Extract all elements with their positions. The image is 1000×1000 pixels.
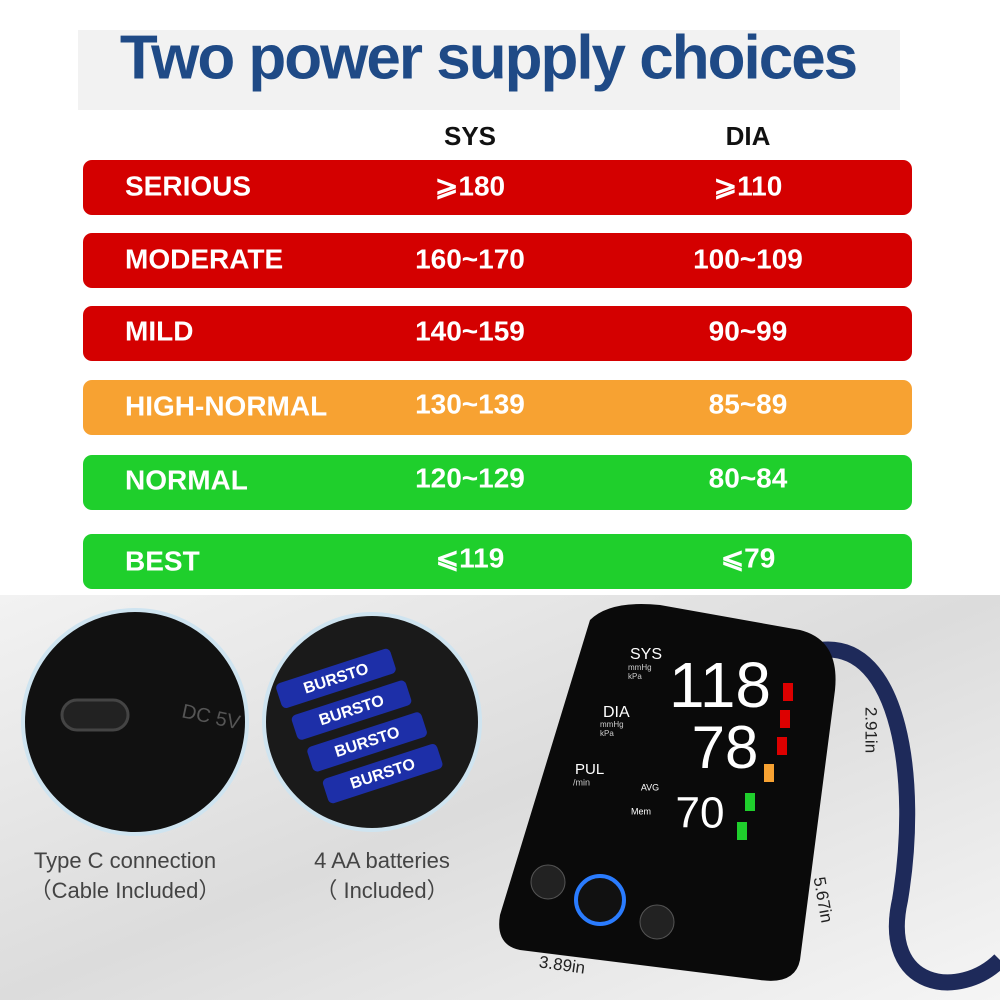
feature-note: （Cable Included） [30, 878, 221, 903]
sys-value: 118 [669, 649, 771, 721]
mem-icon: Mem [631, 806, 651, 816]
device: SYS mmHg kPa 118 DIA mmHg kPa 78 PUL /mi… [499, 604, 1000, 991]
pul-label: PUL [575, 761, 604, 778]
title-band [78, 30, 900, 110]
row-label: BEST [125, 545, 200, 576]
unit: kPa [600, 729, 614, 738]
sys-label: SYS [630, 646, 662, 663]
battery-inset: BURSTO BURSTO BURSTO BURSTO [262, 612, 482, 832]
row: HIGH-NORMAL 130~139 85~89 [83, 380, 912, 435]
dia-cell: 100~109 [693, 243, 803, 274]
row-label: MODERATE [125, 243, 283, 274]
title: Two power supply choices [120, 23, 856, 92]
dia-value: 78 [692, 714, 759, 781]
feature-label: 4 AA batteries [314, 848, 450, 873]
feature-label: Type C connection [34, 848, 216, 873]
usb-inset: DC 5V [21, 608, 249, 836]
row-label: NORMAL [125, 464, 248, 495]
avg-icon: AVG [641, 782, 659, 792]
col-header: DIA [726, 121, 771, 151]
row: BEST ⩽119 ⩽79 [83, 534, 912, 589]
unit: mmHg [628, 663, 652, 672]
pul-value: 70 [676, 789, 725, 838]
sys-cell: ⩾180 [435, 170, 505, 201]
row-label: HIGH-NORMAL [125, 390, 327, 421]
dia-cell: 90~99 [709, 315, 788, 346]
sys-cell: 120~129 [415, 462, 525, 493]
col-header: SYS [444, 121, 496, 151]
sys-cell: 160~170 [415, 243, 525, 274]
dim-height: 2.91in [862, 707, 881, 753]
feature-note: （ Included） [315, 878, 448, 903]
row: SERIOUS ⩾180 ⩾110 [83, 160, 912, 215]
row-label: MILD [125, 315, 193, 346]
sys-cell: 140~159 [415, 315, 525, 346]
sys-cell: 130~139 [415, 388, 525, 419]
row: MILD 140~159 90~99 [83, 306, 912, 361]
unit: kPa [628, 672, 642, 681]
row: MODERATE 160~170 100~109 [83, 233, 912, 288]
dia-cell: 80~84 [709, 462, 788, 493]
row: NORMAL 120~129 80~84 [83, 455, 912, 510]
sys-cell: ⩽119 [436, 542, 505, 573]
row-label: SERIOUS [125, 170, 251, 201]
unit: mmHg [600, 720, 624, 729]
dia-label: DIA [603, 704, 630, 721]
dia-cell: 85~89 [709, 388, 788, 419]
dia-cell: ⩾110 [714, 170, 783, 201]
pul-unit: /min [573, 777, 590, 787]
dia-cell: ⩽79 [721, 542, 776, 573]
